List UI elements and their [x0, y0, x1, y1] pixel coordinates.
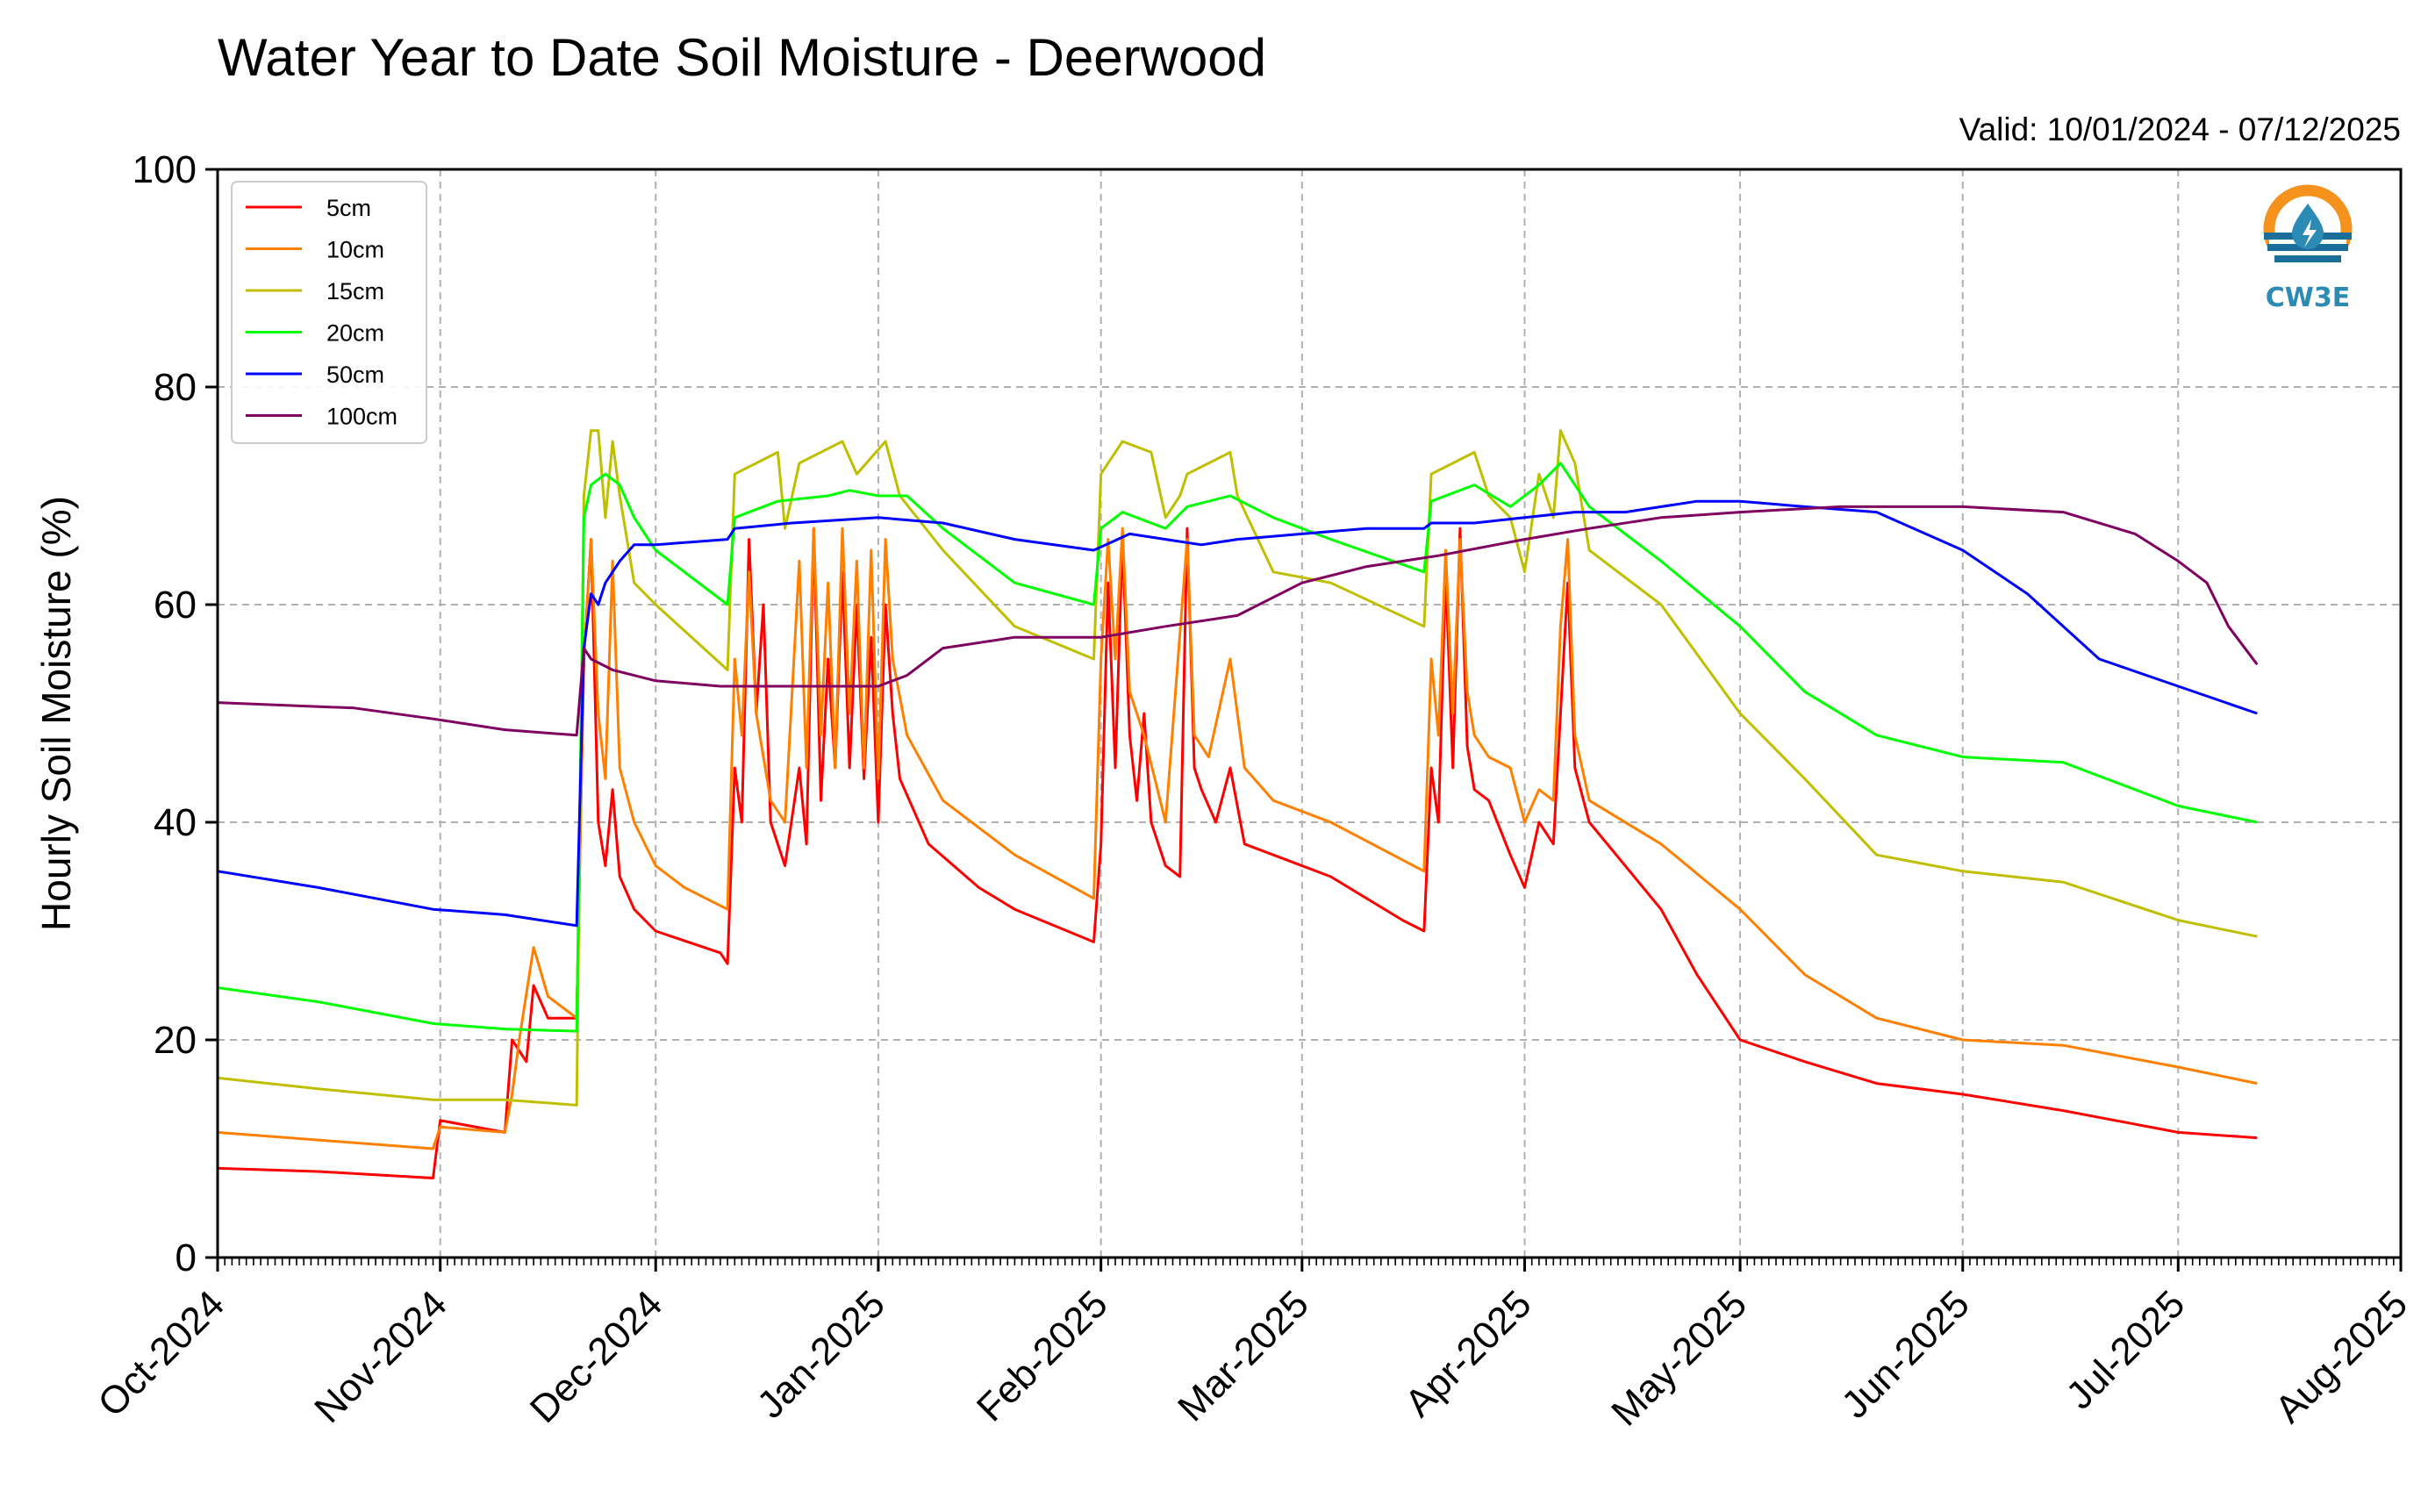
y-tick-label: 100	[133, 148, 197, 191]
series-line-10cm	[217, 527, 2258, 1150]
y-axis: 0 20 40 60 80 100	[133, 148, 218, 1279]
chart-title: Water Year to Date Soil Moisture - Deerw…	[218, 28, 1266, 87]
y-axis-label: Hourly Soil Moisture (%)	[33, 496, 79, 931]
series-line-5cm	[217, 527, 2258, 1179]
series-line-100cm	[217, 505, 2259, 737]
series-line-15cm	[217, 429, 2258, 1107]
y-tick-label: 0	[175, 1236, 197, 1279]
legend-label-5cm: 5cm	[326, 195, 371, 221]
legend-label-20cm: 20cm	[326, 320, 384, 347]
y-tick-label: 40	[154, 801, 197, 844]
valid-date-range: Valid: 10/01/2024 - 07/12/2025	[1959, 111, 2401, 147]
legend-label-15cm: 15cm	[326, 278, 384, 305]
y-tick-label: 80	[154, 366, 197, 409]
legend-box	[231, 181, 427, 444]
legend-label-100cm: 100cm	[326, 404, 398, 430]
series-lines	[217, 429, 2259, 1179]
legend-label-10cm: 10cm	[326, 237, 384, 263]
logo-text: CW3E	[2266, 283, 2350, 313]
y-tick-label: 60	[154, 584, 197, 627]
legend: 5cm 10cm 15cm 20cm 50cm 100cm	[231, 181, 427, 444]
y-tick-label: 20	[154, 1019, 197, 1062]
series-line-50cm	[217, 499, 2258, 928]
legend-label-50cm: 50cm	[326, 362, 384, 388]
cw3e-droplet-logo-icon	[2263, 184, 2353, 274]
series-line-20cm	[217, 462, 2258, 1033]
cw3e-logo: CW3E	[2263, 184, 2353, 313]
